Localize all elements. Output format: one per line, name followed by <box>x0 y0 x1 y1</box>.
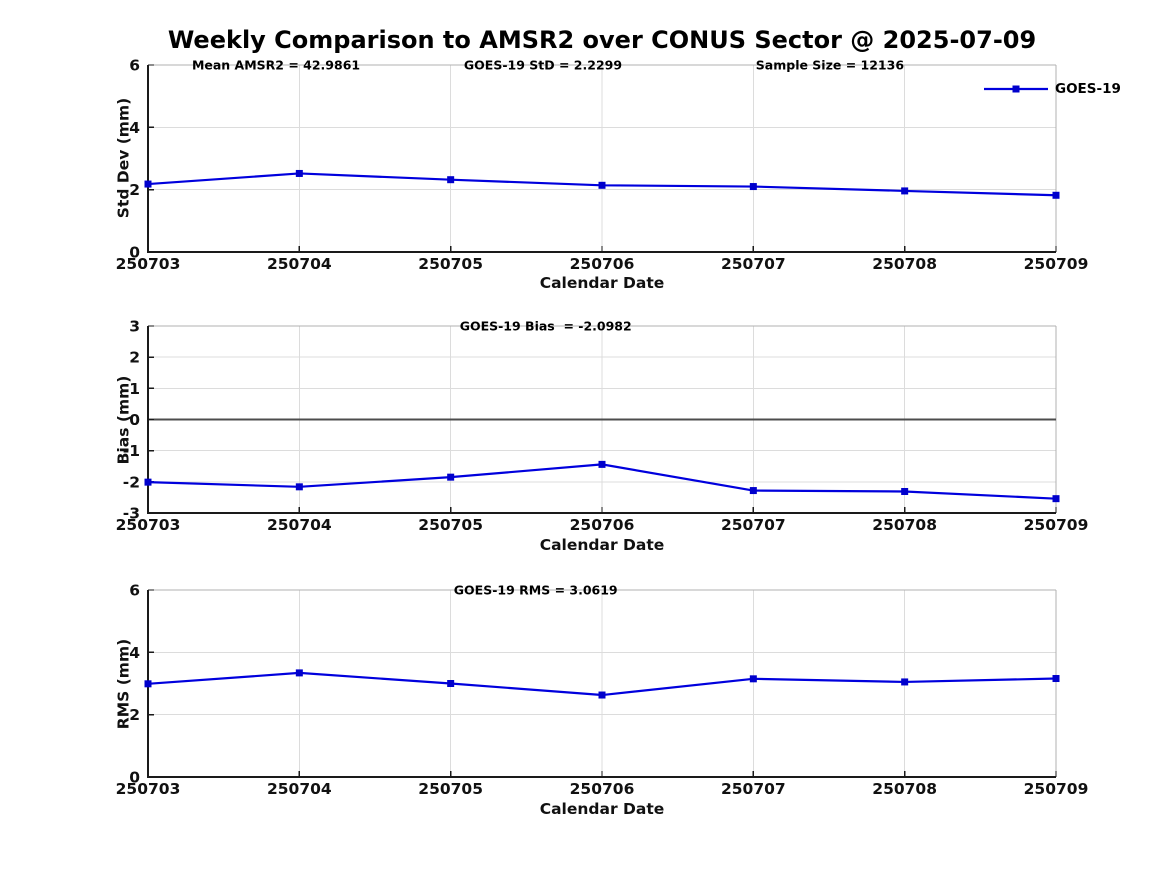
bias-plot: 250703 250704 250705 250706 250707 250708 2507… <box>116 318 1089 535</box>
x-tick-label: 250704 <box>267 780 332 798</box>
x-tick-label: 250705 <box>418 780 483 798</box>
x-tick-label: 250709 <box>1024 516 1089 534</box>
x-tick-label: 250707 <box>721 516 786 534</box>
y-tick-label: 2 <box>129 349 140 367</box>
stddev-x-axis-label: Calendar Date <box>539 274 665 292</box>
y-tick-label: 0 <box>129 244 140 262</box>
data-point-marker <box>295 169 303 177</box>
x-tick-label: 250705 <box>418 516 483 534</box>
data-point-marker <box>749 487 757 495</box>
stddev-plot: 250703 250704 250705 250706 250707 250708 2507… <box>116 57 1089 274</box>
x-tick-label: 250703 <box>116 780 181 798</box>
data-point-marker <box>749 183 757 191</box>
x-tick-label: 250706 <box>570 516 635 534</box>
legend-line-marker-icon <box>984 85 1048 93</box>
data-point-marker <box>447 680 455 687</box>
y-tick-label: 4 <box>129 644 140 662</box>
x-tick-label: 250704 <box>267 255 332 273</box>
rms-x-axis-label: Calendar Date <box>539 800 665 818</box>
data-point-marker <box>598 460 606 468</box>
x-tick-label: 250706 <box>570 780 635 798</box>
data-point-marker <box>598 691 606 699</box>
legend-label: GOES-19 <box>1055 81 1121 97</box>
x-tick-label: 250707 <box>721 255 786 273</box>
data-point-marker <box>1052 675 1060 683</box>
x-tick-label: 250708 <box>872 780 937 798</box>
y-tick-label: 0 <box>129 411 140 429</box>
y-tick-label: 6 <box>129 582 140 600</box>
x-tick-label: 250709 <box>1024 255 1089 273</box>
y-tick-label: 4 <box>129 119 140 137</box>
x-tick-label: 250705 <box>418 255 483 273</box>
y-tick-label: 6 <box>129 57 140 75</box>
legend: GOES-19 <box>984 81 1121 97</box>
data-point-marker <box>598 181 606 189</box>
chart-title: Weekly Comparison to AMSR2 over CONUS Se… <box>167 26 1037 54</box>
x-tick-label: 250704 <box>267 516 332 534</box>
y-tick-label: 1 <box>129 380 140 398</box>
data-point-marker <box>295 483 303 491</box>
data-point-marker <box>1052 495 1060 503</box>
x-tick-label: 250708 <box>872 516 937 534</box>
y-tick-label: 0 <box>129 769 140 787</box>
x-tick-label: 250703 <box>116 255 181 273</box>
data-point-marker <box>144 180 152 188</box>
data-point-marker <box>144 478 152 486</box>
x-tick-label: 250708 <box>872 255 937 273</box>
stat-annotation: Mean AMSR2 = 42.9861 <box>192 58 360 73</box>
data-point-marker <box>1052 191 1060 199</box>
y-tick-label: -3 <box>123 505 140 523</box>
x-tick-label: 250703 <box>116 516 181 534</box>
x-tick-label: 250706 <box>570 255 635 273</box>
data-point-marker <box>749 675 757 683</box>
data-point-marker <box>447 176 455 184</box>
stat-annotation: GOES-19 RMS = 3.0619 <box>454 583 618 598</box>
y-tick-label: -2 <box>123 473 140 491</box>
data-point-marker <box>447 473 455 481</box>
y-tick-label: 2 <box>129 706 140 724</box>
bias-x-axis-label: Calendar Date <box>539 536 665 554</box>
data-point-marker <box>144 680 152 688</box>
x-tick-label: 250707 <box>721 780 786 798</box>
data-point-marker <box>295 669 303 677</box>
stat-annotation: GOES-19 StD = 2.2299 <box>464 58 622 73</box>
y-tick-label: -1 <box>123 442 140 460</box>
rms-plot: 250703 250704 250705 250706 250707 250708 2507… <box>116 582 1089 799</box>
y-tick-label: 3 <box>129 318 140 336</box>
data-point-marker <box>901 187 909 195</box>
stat-annotation: Sample Size = 12136 <box>756 58 905 73</box>
stat-annotation: GOES-19 Bias = -2.0982 <box>460 319 632 334</box>
data-point-marker <box>901 487 909 495</box>
y-tick-label: 2 <box>129 181 140 199</box>
x-tick-label: 250709 <box>1024 780 1089 798</box>
data-point-marker <box>901 678 909 686</box>
